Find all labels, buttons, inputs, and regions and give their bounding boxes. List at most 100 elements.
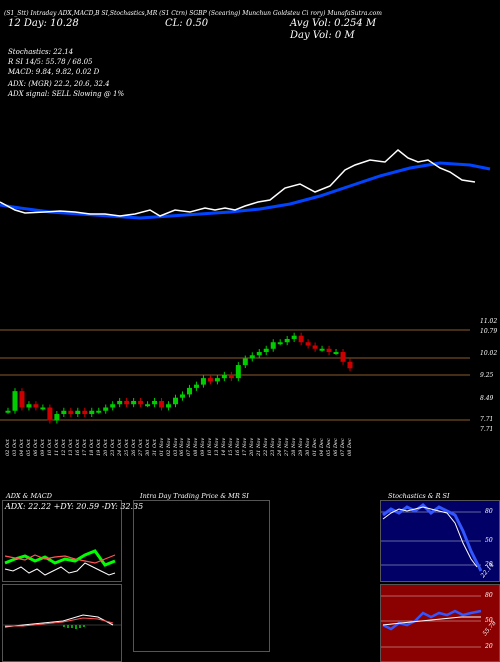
date-tick: 27 Nov: [284, 437, 291, 456]
avg-vol-label: Avg Vol: 0.254 M: [290, 18, 377, 29]
date-tick: 03 Nov: [172, 437, 179, 456]
candle-body: [75, 410, 81, 415]
ema-line: [0, 161, 491, 220]
close-label: CL: 0.50: [165, 18, 209, 29]
date-tick: 10 Nov: [207, 437, 214, 456]
candle-body: [242, 358, 248, 366]
candle-body: [319, 348, 325, 351]
date-tick: 05 Dec: [326, 438, 333, 456]
candle-body: [47, 407, 53, 421]
candle-body: [200, 378, 206, 385]
candle-body: [145, 404, 151, 407]
candle-body: [186, 387, 192, 395]
date-axis: 02 Oct 03 Oct 04 Oct 05 Oct 06 Oct 09 Oct 10 O…: [0, 438, 500, 482]
macd-label: MACD: 9.84, 9.82, 0.02 D: [8, 68, 100, 76]
candle-body: [214, 378, 220, 382]
adx-label: ADX: (MGR) 22.2, 20.6, 32.4: [8, 80, 110, 88]
candles-group: [5, 332, 353, 424]
date-tick: 16 Oct: [74, 439, 81, 456]
candle-body: [82, 410, 88, 415]
price-tick: 11.02: [480, 318, 498, 325]
candle-body: [96, 410, 102, 413]
date-tick: 20 Oct: [102, 439, 109, 456]
date-tick: 12 Oct: [60, 439, 67, 456]
date-tick: 28 Nov: [291, 437, 298, 456]
date-tick: 06 Oct: [32, 439, 39, 456]
price-line: [0, 149, 476, 217]
date-tick: 19 Oct: [95, 439, 102, 456]
date-tick: 10 Oct: [46, 439, 53, 456]
candle-body: [110, 404, 116, 408]
rsi-panel: 80 50 20 55.78: [380, 584, 500, 662]
date-tick: 08 Dec: [347, 438, 353, 456]
candle-body: [263, 348, 269, 353]
candle-body: [124, 400, 130, 405]
rsi-tick: 50: [485, 617, 493, 624]
candle-body: [166, 404, 172, 408]
date-tick: 04 Dec: [319, 438, 326, 456]
candle-body: [179, 394, 185, 398]
adx-panel: ADX: 22.22 +DY: 20.59 -DY: 32.35: [2, 500, 143, 582]
date-tick: 15 Nov: [228, 437, 235, 456]
stoch-label: Stochastics: 22.14: [8, 48, 74, 56]
date-tick: 20 Nov: [249, 437, 256, 456]
candle-body: [117, 400, 123, 405]
candle-body: [131, 400, 137, 405]
date-tick: 21 Nov: [256, 437, 263, 456]
adx-signal-label: ADX signal: SELL Slowing @ 1%: [8, 90, 125, 98]
date-tick: 23 Oct: [109, 439, 116, 456]
stoch-tick: 20: [485, 561, 493, 568]
candle-body: [277, 342, 283, 345]
candle-body: [270, 342, 276, 349]
candle-body: [305, 342, 311, 346]
stoch-tick: 50: [485, 537, 493, 544]
candle-body: [173, 397, 179, 405]
candle-body: [54, 414, 60, 421]
date-tick: 27 Oct: [137, 439, 144, 456]
date-tick: 26 Oct: [130, 439, 137, 456]
date-tick: 29 Nov: [298, 437, 305, 456]
price-tick: 8.49: [480, 395, 494, 402]
date-tick: 01 Nov: [158, 437, 165, 456]
candle-body: [89, 410, 95, 415]
stoch-panel: 80 50 20 22.14: [380, 500, 500, 582]
date-tick: 05 Oct: [25, 439, 32, 456]
price-tick: 10.02: [480, 350, 498, 357]
date-tick: 30 Oct: [144, 439, 151, 456]
main-chart: [0, 149, 491, 424]
ema-label: 12 Day: 10.28: [8, 18, 79, 29]
date-tick: 02 Oct: [5, 439, 11, 456]
candle-body: [312, 345, 318, 349]
rsi-label: R SI 14/5: 55.78 / 68.05: [8, 58, 93, 66]
adx-panel-title: ADX & MACD: [6, 492, 52, 500]
candle-body: [298, 335, 304, 343]
header-line: (S1_Stt) Intraday ADX,MACD,B SI,Stochast…: [4, 10, 382, 17]
date-tick: 17 Oct: [81, 439, 88, 456]
candle-body: [40, 407, 46, 410]
candle-body: [235, 365, 241, 379]
price-tick: 7.71: [480, 426, 494, 433]
adx-values: ADX: 22.22 +DY: 20.59 -DY: 32.35: [5, 502, 144, 511]
candle-body: [249, 355, 255, 359]
candle-body: [12, 391, 18, 411]
date-tick: 09 Nov: [200, 437, 207, 456]
date-tick: 25 Oct: [123, 439, 130, 456]
intraday-panel-title: Intra Day Trading Price & MR SI: [140, 492, 249, 500]
candle-body: [291, 335, 297, 339]
date-tick: 04 Oct: [18, 439, 25, 456]
price-tick: 10.79: [480, 328, 498, 335]
date-tick: 31 Oct: [151, 439, 158, 456]
date-tick: 13 Oct: [67, 439, 74, 456]
rsi-tick: 80: [485, 592, 493, 599]
candle-body: [68, 410, 74, 415]
price-tick: 9.25: [480, 372, 494, 379]
candle-body: [228, 374, 234, 379]
date-tick: 14 Nov: [221, 437, 228, 456]
date-tick: 03 Oct: [11, 439, 18, 456]
date-tick: 01 Dec: [312, 438, 319, 456]
candle-body: [5, 410, 11, 413]
date-tick: 08 Nov: [193, 437, 200, 456]
candle-body: [19, 391, 25, 408]
date-tick: 07 Nov: [186, 437, 193, 456]
date-tick: 07 Dec: [340, 438, 347, 456]
